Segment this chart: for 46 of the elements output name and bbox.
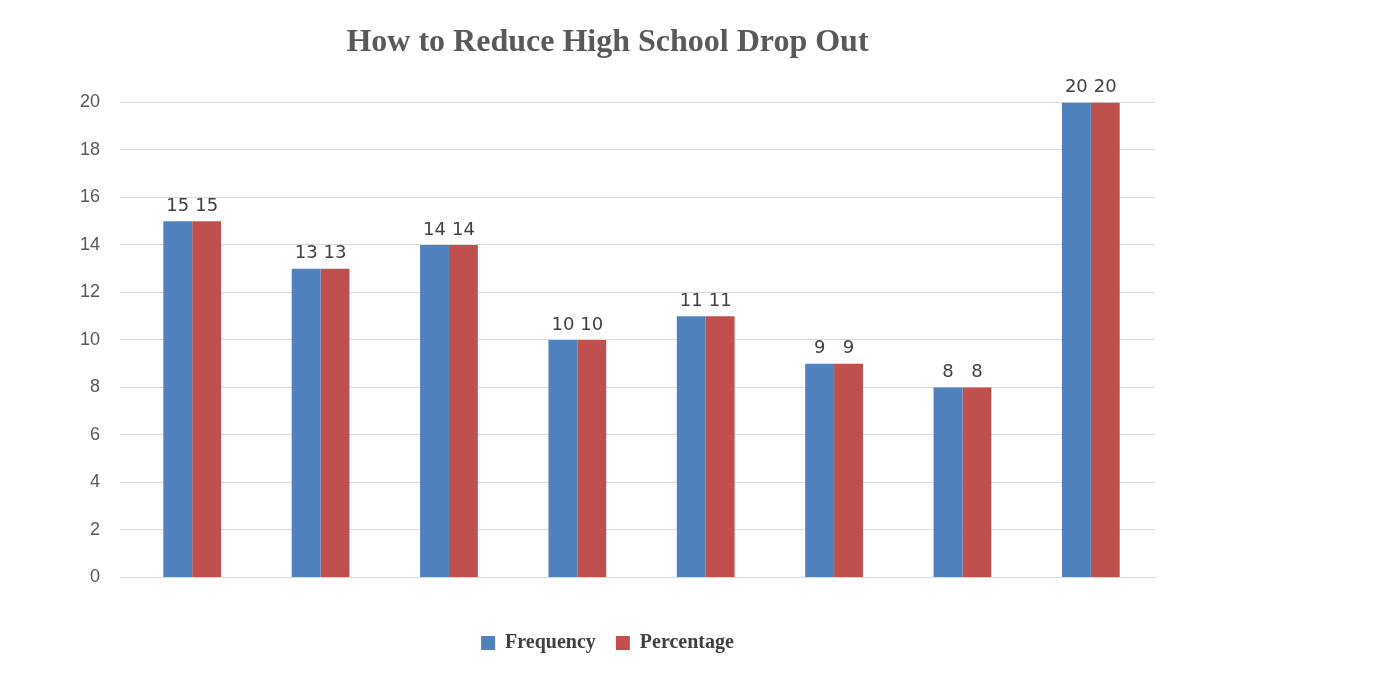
y-tick-label: 12 [79,281,101,302]
y-tick-label: 16 [79,186,101,207]
bar [1061,102,1091,577]
legend-label: Frequency [505,630,596,654]
bar [548,339,578,577]
data-label: 13 [323,241,347,263]
y-tick-label: 10 [79,328,101,349]
data-label: 20 [1093,75,1117,97]
y-tick-label: 8 [90,376,101,397]
data-label: 9 [842,336,855,358]
bar [805,363,835,577]
data-label: 10 [580,312,604,334]
bar [705,316,735,577]
data-label: 8 [942,360,954,382]
data-label: 15 [195,193,219,215]
bar [1090,102,1120,577]
data-label: 14 [423,217,446,239]
bar [962,387,992,577]
y-tick-label: 2 [90,518,101,539]
legend-label: Percentage [639,630,734,654]
chart-title: How to Reduce High School Drop Out [346,22,869,59]
bar [676,316,706,577]
bar [577,339,607,577]
bar [834,363,863,577]
y-tick-label: 4 [90,471,101,492]
bar [320,268,350,577]
bar [291,268,321,577]
y-tick-label: 18 [79,138,101,159]
bar [420,244,449,577]
bar [163,221,193,577]
data-label: 9 [813,336,826,358]
data-label: 20 [1064,75,1088,97]
y-tick-label: 14 [79,233,101,254]
y-tick-label: 20 [79,91,101,112]
y-tick-label: 6 [90,423,101,444]
data-label: 15 [166,193,190,215]
data-label: 13 [294,241,318,263]
bar [448,244,478,577]
data-label: 11 [708,288,732,310]
data-label: 11 [679,288,703,310]
bar [933,387,963,577]
data-label: 10 [551,312,575,334]
y-tick-label: 0 [90,566,101,587]
bar [192,221,222,577]
data-label: 8 [971,360,983,382]
data-label: 14 [451,217,475,239]
